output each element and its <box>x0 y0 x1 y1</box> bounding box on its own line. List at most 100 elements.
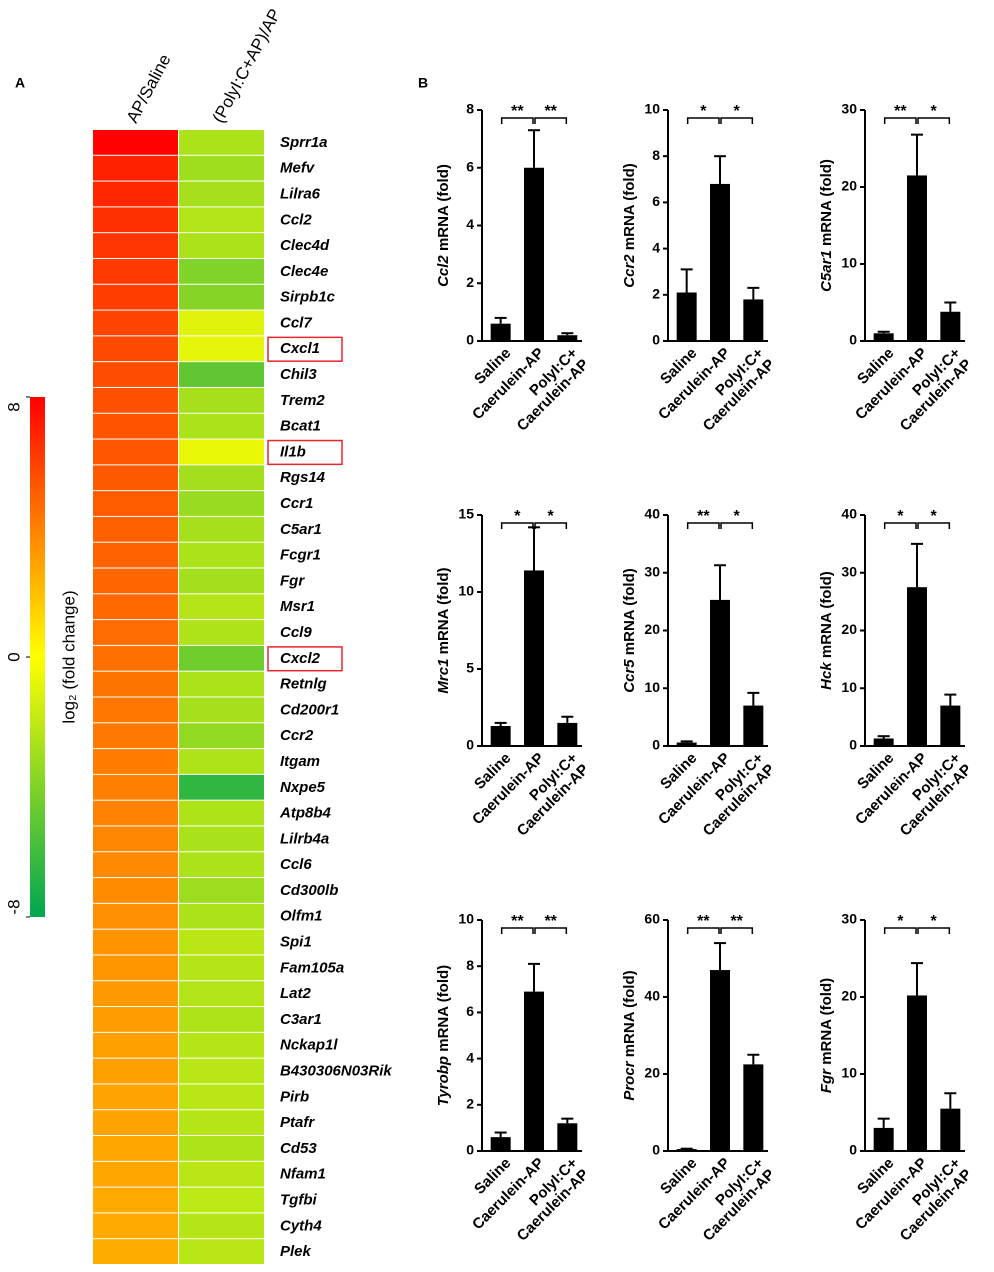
y-tick-label: 20 <box>644 1065 660 1081</box>
y-tick-label: 10 <box>841 1065 857 1081</box>
row-label: Trem2 <box>280 392 325 409</box>
significance-label: * <box>897 913 904 930</box>
heatmap-cell <box>93 620 178 645</box>
heatmap-cell <box>179 1084 264 1110</box>
heatmap-cell <box>93 568 178 594</box>
row-label: C5ar1 <box>280 521 322 538</box>
significance-bracket <box>686 522 720 529</box>
y-tick-label: 30 <box>841 911 857 927</box>
heatmap-cell <box>179 258 264 284</box>
bar <box>873 333 894 341</box>
row-label: Rgs14 <box>280 469 326 486</box>
y-tick-label: 20 <box>841 988 857 1004</box>
colorbar-label: log₂ (fold change) <box>59 590 78 723</box>
heatmap-cell <box>179 362 264 387</box>
y-tick-label: 6 <box>652 193 660 209</box>
colorbar-tick-label: -8 <box>4 899 23 914</box>
heatmap-cell <box>179 981 264 1007</box>
y-tick-label: 0 <box>466 1142 474 1158</box>
row-label: Nckap1l <box>280 1037 338 1054</box>
y-tick-label: 30 <box>841 563 857 579</box>
y-tick-label: 0 <box>466 737 474 753</box>
row-label: Ccr2 <box>280 727 314 744</box>
row-label: Mefv <box>280 160 316 177</box>
row-label: Fcgr1 <box>280 547 321 564</box>
significance-bracket <box>917 117 951 124</box>
heatmap-cell <box>93 310 178 336</box>
row-label: Sirpb1c <box>280 289 336 306</box>
heatmap-cell <box>179 130 264 155</box>
heatmap-cell <box>93 1032 178 1058</box>
bar <box>676 292 697 341</box>
heatmap-cell <box>179 516 264 542</box>
row-label: Cd300lb <box>280 882 338 899</box>
heatmap-cell <box>93 594 178 620</box>
y-tick-label: 8 <box>466 101 474 117</box>
significance-label: * <box>931 103 938 120</box>
significance-label: * <box>548 508 555 525</box>
y-axis-label-gene: Ccr2 <box>621 254 638 288</box>
row-label: Chil3 <box>280 366 317 383</box>
row-label: Ptafr <box>280 1114 315 1131</box>
heatmap-cell <box>179 284 264 310</box>
colorbar <box>30 397 45 917</box>
bar <box>940 1108 961 1151</box>
bar <box>940 705 961 746</box>
heatmap-cell <box>93 1110 178 1136</box>
significance-label: ** <box>544 913 557 930</box>
heatmap-cell <box>93 413 178 439</box>
y-axis-label-unit: mRNA (fold) <box>621 163 638 250</box>
heatmap-cell <box>93 155 178 181</box>
heatmap-cell <box>93 1058 178 1084</box>
y-tick-label: 20 <box>841 621 857 637</box>
significance-bracket <box>534 117 568 124</box>
column-header: (PolyI:C+AP)/AP <box>209 6 285 126</box>
x-tick-label-group: PolyI:C+Caerulein-AP <box>700 344 779 434</box>
heatmap-cell <box>93 955 178 981</box>
heatmap-cell <box>179 1161 264 1187</box>
heatmap-cell <box>93 1007 178 1032</box>
y-tick-label: 10 <box>458 583 474 599</box>
y-tick-label: 40 <box>644 506 660 522</box>
panel-label: B <box>418 75 428 91</box>
y-axis-label: Ccr5 mRNA (fold) <box>621 568 638 692</box>
significance-bracket <box>534 927 568 934</box>
y-tick-label: 20 <box>644 621 660 637</box>
significance-bracket <box>500 117 534 124</box>
heatmap-cell <box>179 749 264 774</box>
heatmap-cell <box>93 723 178 749</box>
heatmap-cell <box>93 1136 178 1161</box>
y-axis-label-gene: Procr <box>621 1060 638 1100</box>
y-axis-label: Tyrobp mRNA (fold) <box>435 965 452 1106</box>
heatmap-cell <box>179 645 264 671</box>
heatmap-cell <box>93 1084 178 1110</box>
significance-bracket <box>500 522 534 529</box>
heatmap-cell <box>93 181 178 207</box>
row-label: Cxcl2 <box>280 650 321 667</box>
row-label: Lilrb4a <box>280 830 329 847</box>
heatmap-cell <box>93 878 178 903</box>
significance-label: * <box>931 913 938 930</box>
heatmap-cell <box>93 336 178 362</box>
y-tick-label: 5 <box>466 660 474 676</box>
y-axis-label-gene: Ccl2 <box>435 255 452 287</box>
heatmap-cell <box>93 852 178 878</box>
row-label: Ccl7 <box>280 314 312 331</box>
heatmap-cell <box>93 491 178 516</box>
bar <box>907 587 927 746</box>
bar <box>710 183 730 341</box>
column-header-group: (PolyI:C+AP)/AP <box>209 6 285 126</box>
bar <box>907 995 927 1151</box>
y-tick-label: 4 <box>466 1049 474 1065</box>
y-tick-label: 40 <box>841 506 857 522</box>
x-tick-label-group: PolyI:C+Caerulein-AP <box>514 344 593 434</box>
heatmap-cell <box>179 800 264 826</box>
bar <box>490 725 511 746</box>
bar <box>676 1149 697 1151</box>
bar <box>557 722 578 746</box>
significance-label: ** <box>697 508 710 525</box>
y-tick-label: 15 <box>458 506 474 522</box>
y-tick-label: 4 <box>466 216 474 232</box>
heatmap-cell <box>93 1187 178 1213</box>
significance-bracket <box>500 927 534 934</box>
